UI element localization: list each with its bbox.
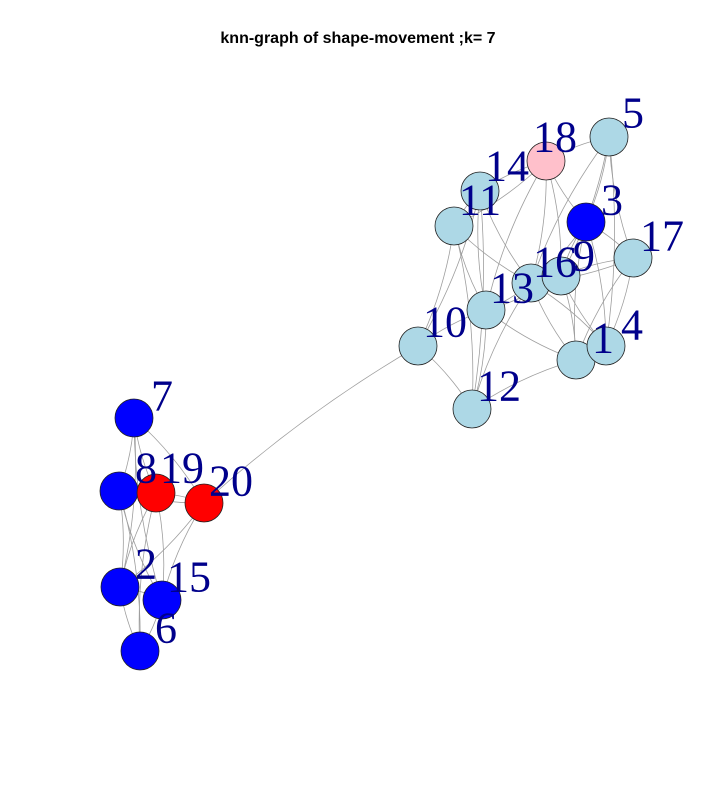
node-label-20: 20 <box>209 457 253 506</box>
node-label-5: 5 <box>622 89 644 138</box>
graph-edge <box>203 345 419 504</box>
node-label-6: 6 <box>155 604 177 653</box>
graph-node-15 <box>142 580 182 620</box>
graph-node-6 <box>120 631 160 671</box>
graph-node-14 <box>460 171 500 211</box>
node-label-7: 7 <box>151 372 173 421</box>
node-label-19: 19 <box>160 444 204 493</box>
graph-edge <box>605 136 615 347</box>
node-label-8: 8 <box>135 444 157 493</box>
node-label-16: 16 <box>533 238 577 287</box>
node-label-4: 4 <box>621 301 643 350</box>
graph-edge <box>417 190 481 347</box>
graph-node-7 <box>114 398 154 438</box>
node-label-12: 12 <box>477 362 521 411</box>
node-layer <box>99 117 653 671</box>
graph-node-13 <box>466 290 506 330</box>
chart-title: knn-graph of shape-movement ;k= 7 <box>220 30 496 47</box>
graph-node-19 <box>136 473 176 513</box>
graph-node-9 <box>541 256 581 296</box>
node-label-3: 3 <box>601 176 623 225</box>
node-label-15: 15 <box>167 553 211 602</box>
node-label-9: 9 <box>573 232 595 281</box>
graph-node-4 <box>586 326 626 366</box>
node-label-2: 2 <box>135 540 157 589</box>
graph-node-11 <box>434 206 474 246</box>
node-label-10: 10 <box>423 298 467 347</box>
node-label-13: 13 <box>490 264 534 313</box>
graph-node-3 <box>566 202 606 242</box>
graph-node-20 <box>184 483 224 523</box>
graph-node-5 <box>589 117 629 157</box>
node-label-1: 1 <box>592 314 614 363</box>
graph-node-17 <box>613 238 653 278</box>
graph-node-8 <box>99 471 139 511</box>
graph-node-12 <box>452 389 492 429</box>
graph-node-10 <box>398 326 438 366</box>
graph-node-2 <box>100 567 140 607</box>
node-label-14: 14 <box>485 142 529 191</box>
node-label-17: 17 <box>640 212 684 261</box>
graph-edge <box>133 417 163 601</box>
node-label-11: 11 <box>459 176 501 225</box>
graph-node-18 <box>526 141 566 181</box>
node-label-18: 18 <box>533 113 577 162</box>
